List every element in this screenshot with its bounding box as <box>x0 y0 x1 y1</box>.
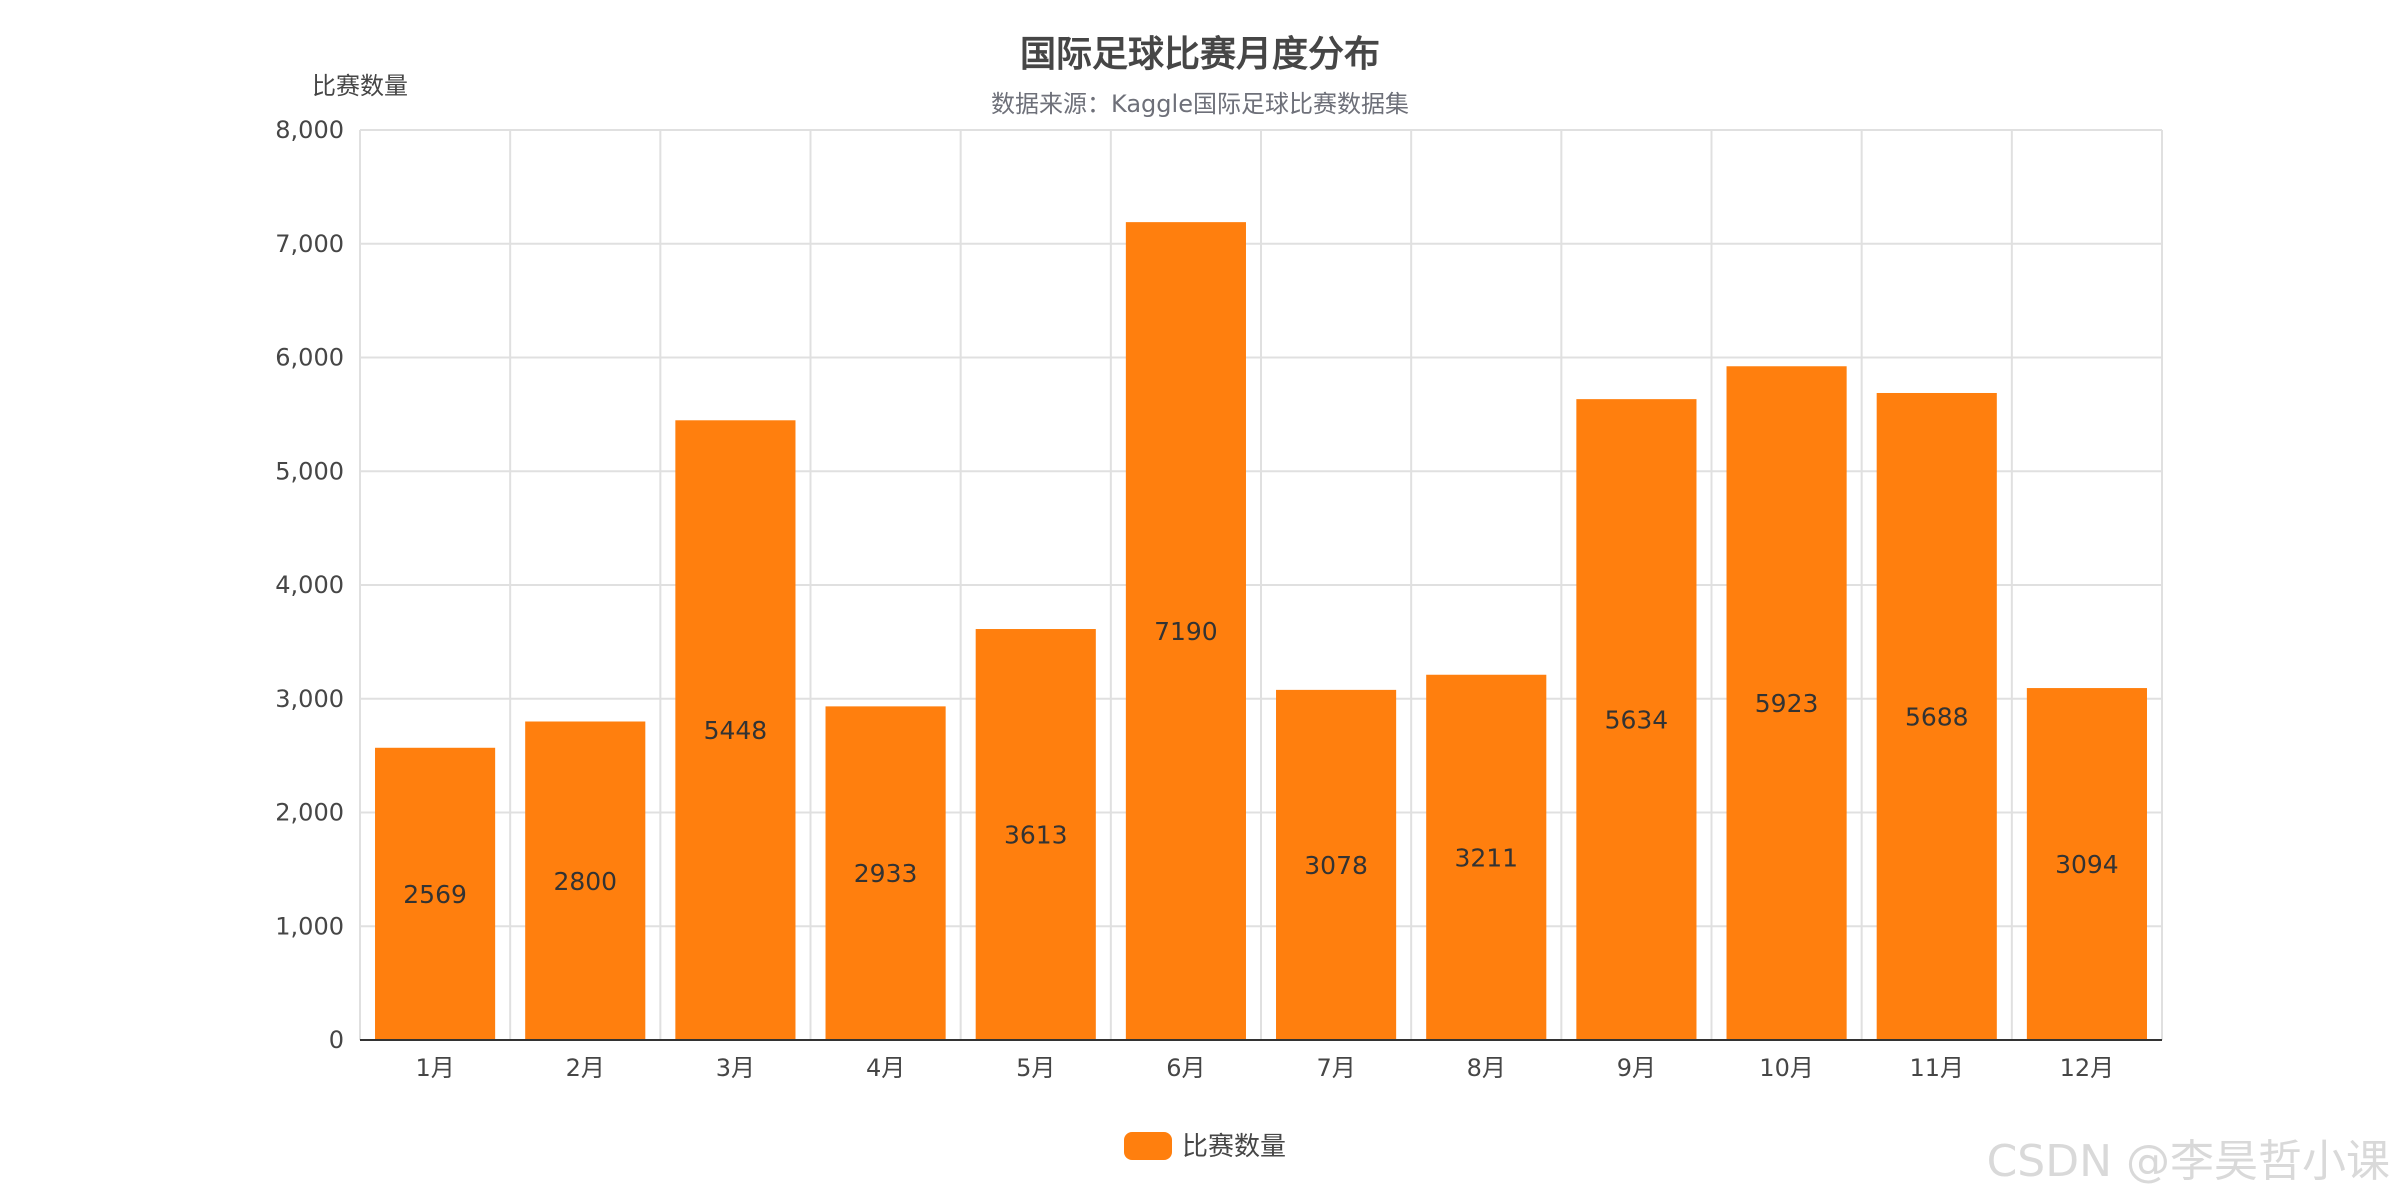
legend-label[interactable]: 比赛数量 <box>1182 1132 1286 1162</box>
bar[interactable] <box>375 747 496 1040</box>
bars-layer <box>375 222 2147 1040</box>
x-tick-label: 1月 <box>415 1054 454 1082</box>
bar-value-label: 7190 <box>1154 617 1218 646</box>
bar-value-label: 3078 <box>1304 851 1368 880</box>
x-tick-label: 9月 <box>1617 1054 1656 1082</box>
bar[interactable] <box>1426 674 1547 1040</box>
x-tick-label: 4月 <box>866 1054 905 1082</box>
legend-swatch[interactable] <box>1124 1132 1172 1160</box>
labels-layer: 2569 2800 5448 2933 3613 7190 3078 3211 5634 5923… <box>403 617 2118 909</box>
bar-value-label: 5448 <box>704 716 768 745</box>
y-tick-label: 7,000 <box>275 230 344 258</box>
grid-layer <box>359 129 2163 1040</box>
x-tick-label: 5月 <box>1016 1054 1055 1082</box>
y-tick-label: 8,000 <box>275 116 344 144</box>
y-tick-label: 2,000 <box>275 799 344 827</box>
watermark: CSDN @李昊哲小课 <box>1987 1136 2390 1187</box>
y-tick-label: 5,000 <box>275 457 344 485</box>
bar-value-label: 5923 <box>1755 689 1819 718</box>
legend[interactable]: 比赛数量 <box>1124 1132 1286 1162</box>
x-tick-label: 10月 <box>1759 1054 1814 1082</box>
x-tick-label: 11月 <box>1909 1054 1964 1082</box>
y-tick-label: 0 <box>329 1026 344 1054</box>
x-tick-label: 12月 <box>2060 1054 2115 1082</box>
bar[interactable] <box>1276 689 1397 1040</box>
bar[interactable] <box>525 721 646 1041</box>
bar-value-label: 3613 <box>1004 821 1068 850</box>
bar-value-label: 3094 <box>2055 850 2119 879</box>
bar[interactable] <box>1876 392 1997 1040</box>
bar[interactable] <box>825 706 946 1040</box>
bar-value-label: 5688 <box>1905 702 1969 731</box>
x-tick-label: 8月 <box>1467 1054 1506 1082</box>
bar[interactable] <box>675 420 796 1040</box>
bar[interactable] <box>1726 366 1847 1040</box>
x-tick-label: 3月 <box>716 1054 755 1082</box>
bar-value-label: 3211 <box>1454 843 1518 872</box>
x-tick-label: 2月 <box>566 1054 605 1082</box>
axis-layer: 0 1,000 2,000 3,000 4,000 5,000 6,000 7,000 8,00… <box>275 116 2162 1082</box>
y-tick-label: 4,000 <box>275 571 344 599</box>
bar-value-label: 2933 <box>854 859 918 888</box>
bar[interactable] <box>1576 399 1697 1040</box>
bar[interactable] <box>2026 688 2147 1040</box>
x-tick-label: 6月 <box>1166 1054 1205 1082</box>
bar-value-label: 2569 <box>403 880 467 909</box>
y-tick-label: 1,000 <box>275 912 344 940</box>
chart-subtitle: 数据来源：Kaggle国际足球比赛数据集 <box>991 90 1409 118</box>
x-tick-label: 7月 <box>1316 1054 1355 1082</box>
chart-title: 国际足球比赛月度分布 <box>1020 34 1380 75</box>
bar-value-label: 5634 <box>1605 706 1669 735</box>
bar[interactable] <box>975 629 1096 1040</box>
y-tick-label: 3,000 <box>275 685 344 713</box>
y-tick-label: 6,000 <box>275 344 344 372</box>
y-axis-label: 比赛数量 <box>312 72 408 100</box>
bar-value-label: 2800 <box>553 867 617 896</box>
bar[interactable] <box>1125 222 1246 1040</box>
